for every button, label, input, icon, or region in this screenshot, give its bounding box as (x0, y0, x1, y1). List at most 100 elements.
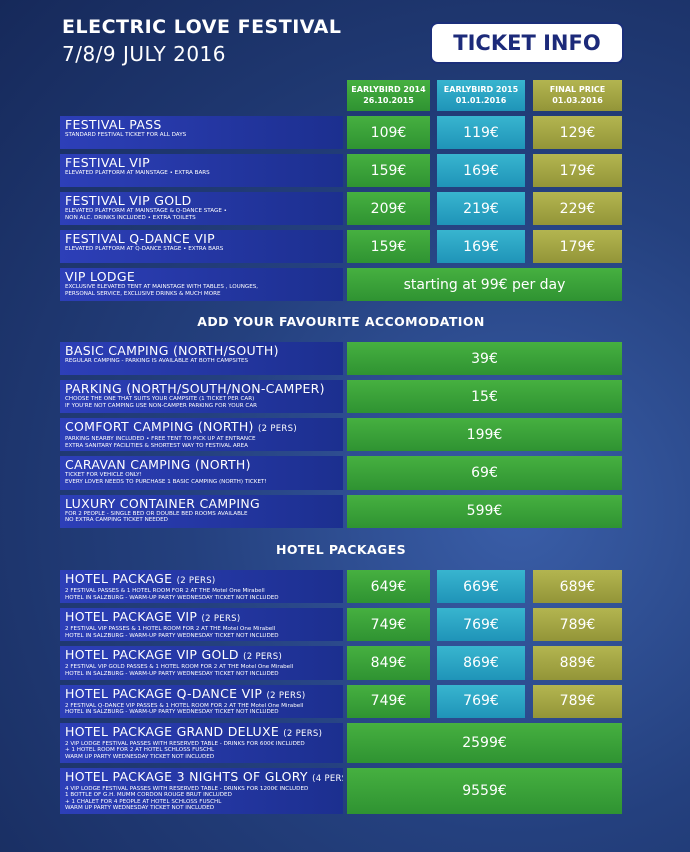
row-detail: NON ALC. DRINKS INCLUDED • EXTRA TOILETS (65, 214, 196, 221)
row-name-text: HOTEL PACKAGE VIP GOLD (65, 647, 239, 663)
festival-title: ELECTRIC LOVE FESTIVAL (62, 16, 342, 38)
row-note: (2 PERS) (176, 576, 216, 586)
price-cell: 669€ (437, 570, 525, 604)
price-cell: 769€ (437, 684, 525, 718)
column-label: FINAL PRICE (549, 85, 606, 94)
price-cell: 689€ (533, 570, 622, 604)
price-cell: 2599€ (347, 722, 622, 763)
row-name: HOTEL PACKAGE Q-DANCE VIP (2 PERS) (65, 685, 338, 703)
row-note: (2 PERS) (258, 424, 297, 435)
row-detail: 2 FESTIVAL VIP GOLD PASSES & 1 HOTEL ROO… (65, 664, 294, 671)
ticket-info-button[interactable]: TICKET INFO (430, 22, 624, 64)
row-detail: + 1 CHALET FOR 4 PEOPLE AT HOTEL SCHLOSS… (65, 798, 222, 805)
price-cell: 749€ (347, 608, 430, 642)
row-name: HOTEL PACKAGE (2 PERS) (65, 572, 338, 588)
price-cell: 889€ (533, 646, 622, 680)
row-name: FESTIVAL VIP (65, 156, 338, 170)
row-label: HOTEL PACKAGE VIP (2 PERS) 2 FESTIVAL VIP… (60, 608, 343, 642)
row-label: BASIC CAMPING (NORTH/SOUTH) REGULAR CAMPI… (60, 342, 343, 375)
row-detail: FOR 2 PEOPLE - SINGLE BED OR DOUBLE BED … (65, 510, 248, 517)
row-label: FESTIVAL VIP ELEVATED PLATFORM AT MAINSTA… (60, 154, 343, 187)
row-name-text: BASIC CAMPING (NORTH/SOUTH) (65, 343, 279, 358)
column-date: 01.01.2016 (455, 96, 507, 105)
row-detail: EXTRA SANITARY FACILITIES & SHORTEST WAY… (65, 442, 248, 449)
row-detail: EXCLUSIVE ELEVATED TENT AT MAINSTAGE WIT… (65, 284, 259, 291)
row-detail: ELEVATED PLATFORM AT MAINSTAGE • EXTRA B… (65, 170, 210, 176)
price-cell: 789€ (533, 608, 622, 642)
price-cell: 209€ (347, 192, 430, 226)
row-name-text: FESTIVAL PASS (65, 117, 162, 132)
price-cell: 769€ (437, 608, 525, 642)
row-name-text: HOTEL PACKAGE Q-DANCE VIP (65, 685, 263, 701)
row-label: PARKING (NORTH/SOUTH/NON-CAMPER) CHOOSE T… (60, 380, 343, 414)
price-cell: 199€ (347, 418, 622, 452)
row-name-text: HOTEL PACKAGE GRAND DELUXE (65, 723, 280, 739)
price-cell: 229€ (533, 192, 622, 226)
row-name-text: VIP LODGE (65, 269, 136, 285)
row-name-text: CARAVAN CAMPING (NORTH) (65, 457, 251, 473)
row-label: FESTIVAL Q-DANCE VIP ELEVATED PLATFORM AT… (60, 230, 343, 264)
column-date: 26.10.2015 (363, 96, 414, 105)
row-name: HOTEL PACKAGE 3 NIGHTS OF GLORY (4 PERS) (65, 768, 343, 786)
column-date: 01.03.2016 (552, 96, 603, 105)
row-name: FESTIVAL PASS (65, 118, 338, 132)
price-cell: 599€ (347, 494, 622, 528)
row-detail: NO EXTRA CAMPING TICKET NEEDED (65, 517, 168, 524)
row-name: HOTEL PACKAGE VIP (2 PERS) (65, 610, 338, 626)
row-label: HOTEL PACKAGE VIP GOLD (2 PERS) 2 FESTIVA… (60, 646, 343, 680)
column-label: EARLYBIRD 2015 (443, 85, 519, 94)
price-cell: 649€ (347, 570, 430, 604)
row-label: FESTIVAL VIP GOLD ELEVATED PLATFORM AT MA… (60, 192, 343, 226)
price-cell: 749€ (347, 684, 430, 718)
row-detail: HOTEL IN SALZBURG - WARM-UP PARTY WEDNES… (65, 594, 279, 601)
row-detail: ELEVATED PLATFORM AT MAINSTAGE & Q-DANCE… (65, 208, 227, 214)
row-name-text: HOTEL PACKAGE (65, 571, 173, 586)
price-cell: 39€ (347, 342, 622, 375)
price-cell: 169€ (437, 154, 525, 187)
column-label: EARLYBIRD 2014 (351, 85, 426, 94)
row-name-text: HOTEL PACKAGE 3 NIGHTS OF GLORY (65, 768, 308, 784)
row-detail: 4 VIP LODGE FESTIVAL PASSES WITH RESERVE… (65, 785, 309, 792)
row-detail: + 1 HOTEL ROOM FOR 2 AT HOTEL SCHLOSS FU… (65, 747, 215, 754)
row-detail: 1 BOTTLE OF G.H. MUMM CORDON ROUGE BRUT … (65, 792, 232, 799)
row-detail: ELEVATED PLATFORM AT Q-DANCE STAGE • EXT… (65, 246, 224, 253)
row-detail: 2 FESTIVAL VIP PASSES & 1 HOTEL ROOM FOR… (65, 626, 276, 633)
row-name: FESTIVAL VIP GOLD (65, 194, 338, 208)
price-cell: 179€ (533, 230, 622, 264)
row-detail: WARM UP PARTY WEDNESDAY TICKET NOT INCLU… (65, 753, 215, 760)
price-cell: 789€ (533, 684, 622, 718)
price-cell: 9559€ (347, 767, 622, 814)
row-name-text: FESTIVAL VIP (65, 155, 150, 170)
row-name: FESTIVAL Q-DANCE VIP (65, 232, 338, 246)
row-name: BASIC CAMPING (NORTH/SOUTH) (65, 344, 338, 358)
row-note: (2 PERS) (283, 728, 323, 739)
row-detail: 2 FESTIVAL PASSES & 1 HOTEL ROOM FOR 2 A… (65, 588, 265, 594)
row-detail: PARKING NEARBY INCLUDED • FREE TENT TO P… (65, 436, 256, 443)
row-detail: CHOOSE THE ONE THAT SUITS YOUR CAMPSITE … (65, 396, 255, 402)
row-label: HOTEL PACKAGE (2 PERS) 2 FESTIVAL PASSES … (60, 570, 343, 604)
price-cell: 109€ (347, 116, 430, 149)
price-cell: 869€ (437, 646, 525, 680)
row-detail: 2 FESTIVAL Q-DANCE VIP PASSES & 1 HOTEL … (65, 702, 304, 709)
row-detail: REGULAR CAMPING - PARKING IS AVAILABLE A… (65, 358, 249, 364)
row-label: COMFORT CAMPING (NORTH) (2 PERS) PARKING … (60, 418, 343, 452)
row-name-text: PARKING (NORTH/SOUTH/NON-CAMPER) (65, 381, 325, 396)
column-header: EARLYBIRD 2014 26.10.2015 (347, 80, 430, 111)
row-detail: PERSONAL SERVICE, EXCLUSIVE DRINKS & MUC… (65, 290, 221, 297)
row-label: HOTEL PACKAGE GRAND DELUXE (2 PERS) 2 VIP… (60, 722, 343, 763)
row-name-text: FESTIVAL VIP GOLD (65, 193, 192, 208)
row-detail: HOTEL IN SALZBURG - WARM-UP PARTY WEDNES… (65, 709, 279, 716)
row-note: (4 PERS) (312, 773, 343, 784)
column-header: EARLYBIRD 2015 01.01.2016 (437, 80, 525, 111)
row-name: VIP LODGE (65, 270, 338, 284)
row-name: HOTEL PACKAGE GRAND DELUXE (2 PERS) (65, 723, 338, 741)
row-name: PARKING (NORTH/SOUTH/NON-CAMPER) (65, 382, 338, 396)
row-note: (2 PERS) (201, 614, 241, 625)
price-cell: starting at 99€ per day (347, 268, 622, 302)
row-label: HOTEL PACKAGE Q-DANCE VIP (2 PERS) 2 FEST… (60, 684, 343, 718)
row-name: LUXURY CONTAINER CAMPING (65, 496, 338, 511)
price-cell: 849€ (347, 646, 430, 680)
row-detail: 2 VIP LODGE FESTIVAL PASSES WITH RESERVE… (65, 740, 305, 747)
row-label: HOTEL PACKAGE 3 NIGHTS OF GLORY (4 PERS)… (60, 767, 343, 814)
